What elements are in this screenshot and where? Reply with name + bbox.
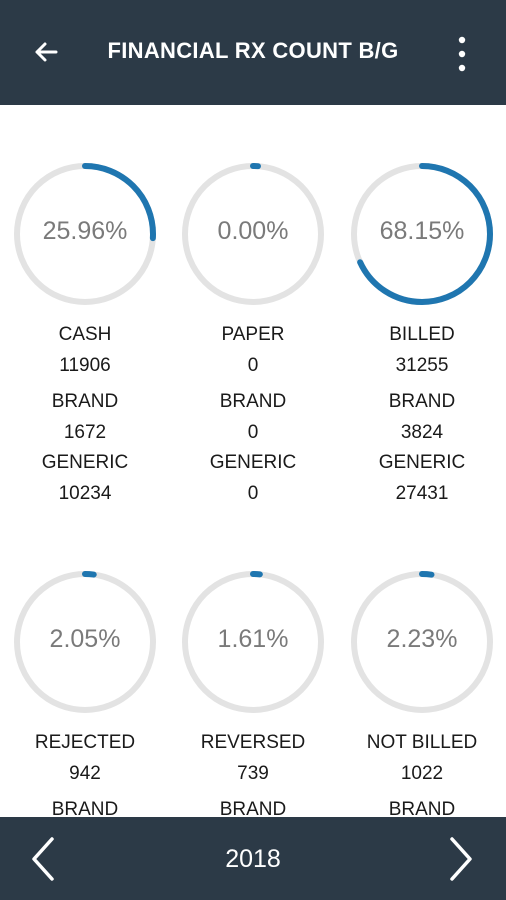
stat-card-not-billed[interactable]: 2.23% NOT BILLED 1022 BRAND	[338, 568, 506, 817]
generic-label: GENERIC	[41, 452, 129, 473]
category-count: 1022	[400, 763, 444, 784]
stat-card-paper[interactable]: 0.00% PAPER 0 BRAND 0 GENERIC 0	[169, 160, 337, 505]
progress-arc	[182, 163, 324, 305]
category-label: PAPER	[221, 324, 285, 345]
brand-label: BRAND	[219, 391, 287, 412]
brand-count: 1672	[63, 422, 107, 443]
chevron-left-icon[interactable]	[26, 835, 60, 883]
percent-label: 2.23%	[386, 625, 458, 653]
category-label: REJECTED	[34, 732, 136, 753]
progress-arc	[351, 163, 493, 305]
category-label: BILLED	[389, 324, 455, 345]
generic-count: 27431	[395, 483, 449, 504]
progress-arc	[14, 571, 156, 713]
stat-card-billed[interactable]: 68.15% BILLED 31255 BRAND 3824 GENERIC 2…	[338, 160, 506, 505]
progress-arc	[351, 571, 493, 713]
progress-arc	[182, 571, 324, 713]
brand-label: BRAND	[51, 391, 119, 412]
more-vertical-icon[interactable]	[450, 34, 474, 74]
percent-label: 2.05%	[49, 625, 121, 653]
brand-label: BRAND	[388, 799, 456, 817]
category-label: CASH	[58, 324, 112, 345]
stat-card-rejected[interactable]: 2.05% REJECTED 942 BRAND	[1, 568, 169, 817]
progress-ring: 0.00%	[179, 160, 327, 308]
progress-ring: 2.23%	[348, 568, 496, 716]
percent-label: 68.15%	[379, 217, 465, 245]
generic-label: GENERIC	[378, 452, 466, 473]
generic-label: GENERIC	[209, 452, 297, 473]
category-label: REVERSED	[200, 732, 306, 753]
percent-label: 25.96%	[42, 217, 128, 245]
brand-label: BRAND	[51, 799, 119, 817]
brand-label: BRAND	[219, 799, 287, 817]
progress-ring: 68.15%	[348, 160, 496, 308]
chevron-right-icon[interactable]	[444, 835, 478, 883]
brand-count: 0	[247, 422, 259, 443]
category-label: NOT BILLED	[366, 732, 478, 753]
category-count: 942	[69, 763, 101, 784]
arrow-left-icon[interactable]	[30, 36, 62, 68]
brand-label: BRAND	[388, 391, 456, 412]
category-count: 0	[247, 355, 259, 376]
page-title: FINANCIAL RX COUNT B/G	[107, 38, 399, 63]
category-count: 31255	[395, 355, 449, 376]
percent-label: 1.61%	[217, 625, 289, 653]
category-count: 11906	[59, 355, 111, 376]
app-bar: FINANCIAL RX COUNT B/G	[0, 0, 506, 105]
year-navigator: 2018	[0, 817, 506, 900]
stat-card-cash[interactable]: 25.96% CASH 11906 BRAND 1672 GENERIC 102…	[1, 160, 169, 505]
stat-card-reversed[interactable]: 1.61% REVERSED 739 BRAND	[169, 568, 337, 817]
category-count: 739	[237, 763, 269, 784]
progress-arc	[14, 163, 156, 305]
progress-ring: 2.05%	[11, 568, 159, 716]
percent-label: 0.00%	[217, 217, 289, 245]
year-label: 2018	[225, 845, 281, 873]
generic-count: 10234	[58, 483, 112, 504]
card-grid: 25.96% CASH 11906 BRAND 1672 GENERIC 102…	[0, 105, 506, 817]
generic-count: 0	[247, 483, 259, 504]
progress-ring: 1.61%	[179, 568, 327, 716]
brand-count: 3824	[400, 422, 444, 443]
progress-ring: 25.96%	[11, 160, 159, 308]
